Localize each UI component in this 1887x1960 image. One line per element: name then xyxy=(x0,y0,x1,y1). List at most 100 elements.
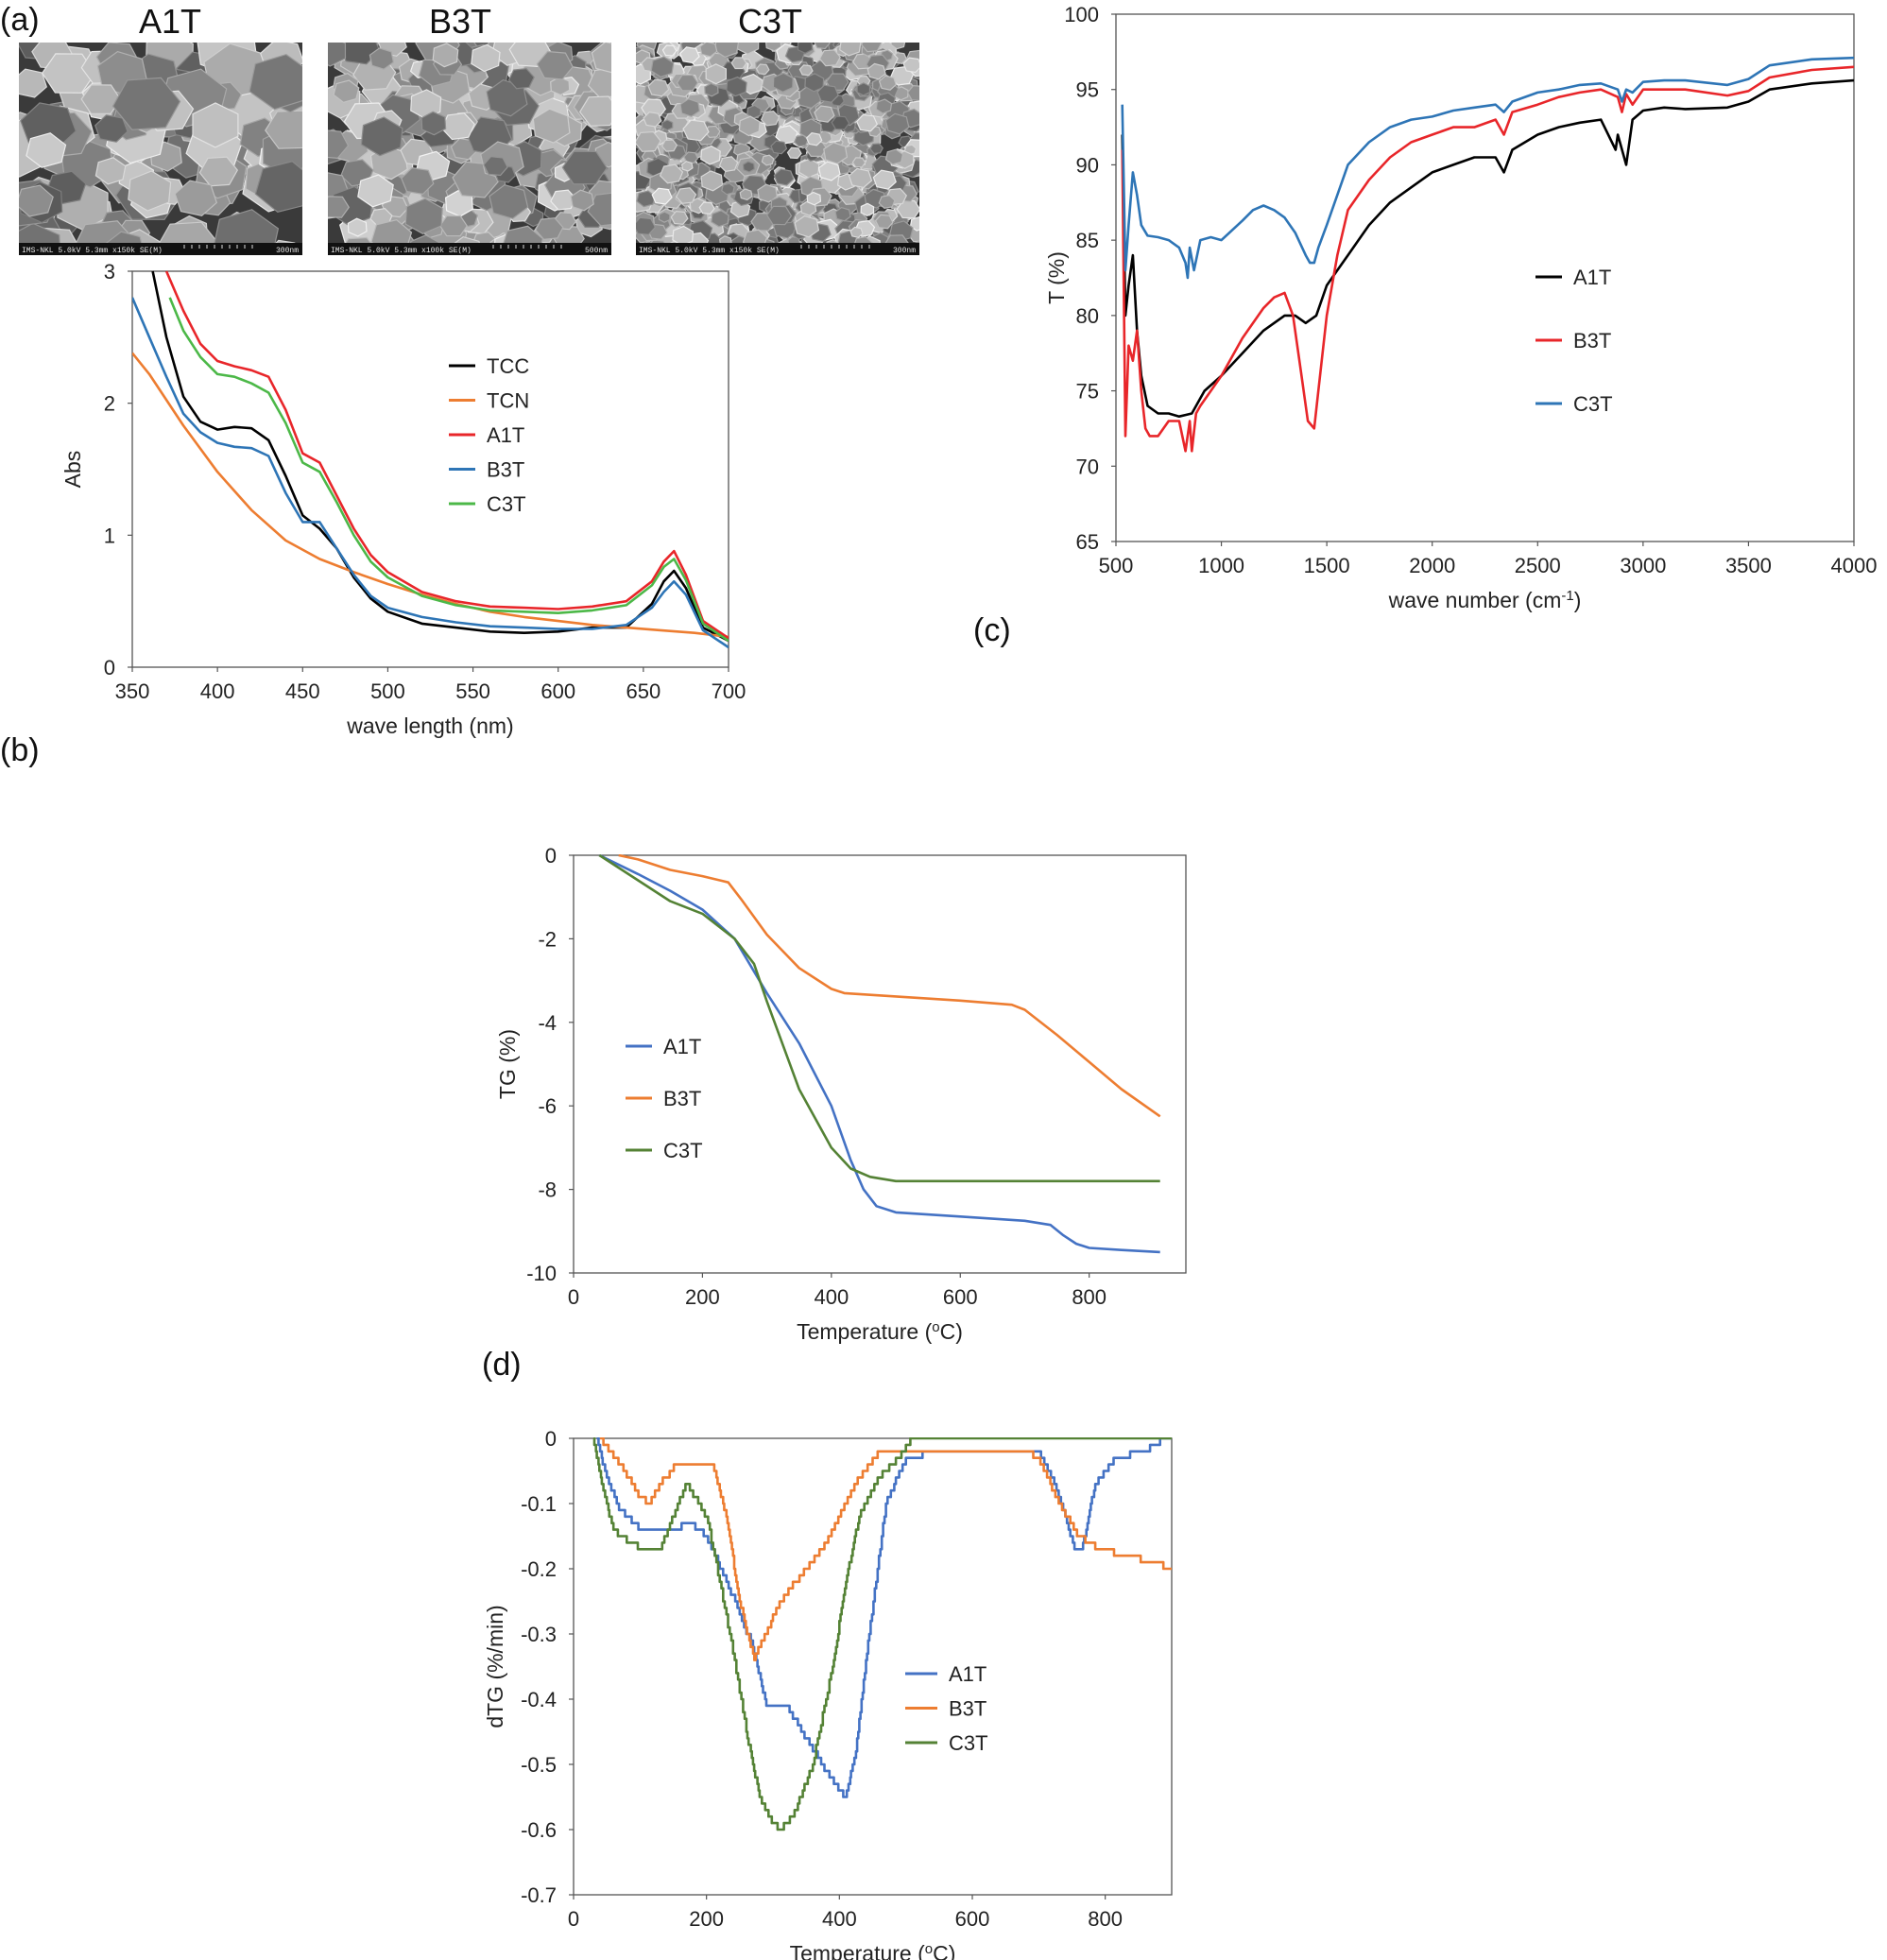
dtg-ytick-label: -0.5 xyxy=(521,1753,557,1777)
sem-grain xyxy=(806,191,822,206)
dtg-y-axis-title: dTG (%/min) xyxy=(483,1605,507,1728)
panel-label-a: (a) xyxy=(0,2,40,38)
tg-xtick-label: 200 xyxy=(685,1285,720,1309)
dtg-xtick-label: 200 xyxy=(689,1907,724,1931)
sem-grain xyxy=(700,145,721,165)
tg-ytick-label: 0 xyxy=(545,844,557,868)
sem-grain xyxy=(839,43,862,57)
sem-grain xyxy=(679,98,701,117)
sem-info-bar xyxy=(328,243,611,255)
sem-grain xyxy=(328,196,351,218)
uvvis-legend-label-tcn: TCN xyxy=(487,389,529,413)
uvvis-series-a1t xyxy=(164,270,729,640)
dtg-plot-frame xyxy=(573,1437,1173,1896)
panel-label-d: (d) xyxy=(482,1347,522,1383)
tg-xtick-label: 0 xyxy=(568,1285,579,1309)
dtg-xtick-label: 400 xyxy=(822,1907,857,1931)
sem-grain xyxy=(875,98,893,114)
sem-grain xyxy=(570,189,594,212)
sem-info-bar xyxy=(19,243,302,255)
sem-image-a1t: IMS-NKL 5.0kV 5.3mm x150k SE(M) 300nm xyxy=(19,43,302,255)
sem-grain xyxy=(866,62,886,80)
sem-grain xyxy=(698,201,715,215)
sem-grain xyxy=(658,211,671,223)
uvvis-ytick-label: 3 xyxy=(104,260,115,284)
sem-grain xyxy=(814,43,831,50)
sem-grain xyxy=(670,210,689,225)
tg-x-axis-title: Temperature (oC) xyxy=(797,1319,963,1345)
ftir-xtick-label: 2500 xyxy=(1515,554,1561,577)
sem-grain xyxy=(661,44,678,57)
sem-grain xyxy=(794,215,820,238)
sem-grain xyxy=(906,84,919,102)
ftir-ytick-label: 90 xyxy=(1076,153,1099,177)
uvvis-legend-label-b3t: B3T xyxy=(487,458,524,482)
sem-grain xyxy=(676,74,699,92)
sem-grain xyxy=(711,210,729,228)
sem-title-c3t: C3T xyxy=(738,2,802,41)
uvvis-ytick-label: 0 xyxy=(104,656,115,679)
sem-grain xyxy=(440,112,475,141)
sem-scale-label: 300nm xyxy=(893,247,916,255)
sem-grain xyxy=(730,57,747,70)
dtg-legend-label-c3t: C3T xyxy=(949,1731,988,1755)
sem-grain xyxy=(705,63,728,85)
sem-grain xyxy=(587,67,611,99)
sem-grain xyxy=(855,113,879,132)
sem-grain xyxy=(814,105,835,123)
sem-grain xyxy=(902,57,919,74)
dtg-x-axis-title: Temperature (oC) xyxy=(790,1941,956,1960)
ftir-y-axis-title: T (%) xyxy=(1044,251,1069,304)
sem-grain xyxy=(736,43,760,55)
sem-grain xyxy=(851,157,866,168)
tg-ytick-label: -4 xyxy=(538,1011,557,1035)
sem-grain xyxy=(94,114,129,143)
tg-ytick-label: -6 xyxy=(538,1094,557,1118)
panel-label-c: (c) xyxy=(973,612,1011,648)
ftir-series-b3t xyxy=(1121,65,1854,453)
sem-grain xyxy=(26,132,67,168)
sem-grain xyxy=(535,217,564,241)
uvvis-legend-label-c3t: C3T xyxy=(487,492,526,516)
sem-grain xyxy=(738,115,761,137)
sem-grain xyxy=(746,104,762,119)
sem-grain xyxy=(561,150,609,185)
dtg-legend-label-b3t: B3T xyxy=(949,1697,986,1721)
sem-grain xyxy=(401,166,435,196)
sem-grain xyxy=(849,226,864,238)
sem-grain xyxy=(489,183,529,219)
tg-series-b3t xyxy=(618,854,1161,1118)
ftir-plot-frame xyxy=(1115,13,1855,542)
sem-grain xyxy=(760,110,781,127)
sem-grain xyxy=(884,148,904,165)
sem-grain xyxy=(704,82,719,97)
ftir-xtick-label: 500 xyxy=(1099,554,1134,577)
uvvis-series-tcc xyxy=(151,270,729,643)
dtg-chart: 0 200 400 600 800 0 -0.1 -0.2 -0.3 -0.4 -0.5 -0.6 -0… xyxy=(483,1427,1173,1960)
uvvis-legend-label-a1t: A1T xyxy=(487,423,524,447)
sem-grain xyxy=(721,182,735,196)
ftir-x-axis-title: wave number (cm-1) xyxy=(1388,588,1582,613)
ftir-series-c3t xyxy=(1121,56,1854,280)
sem-grain xyxy=(650,56,675,78)
sem-grain xyxy=(254,161,302,213)
sem-grain xyxy=(834,206,851,222)
dtg-series-b3t xyxy=(600,1437,1172,1661)
sem-grain xyxy=(856,82,871,96)
ftir-ytick-label: 95 xyxy=(1076,78,1099,102)
uvvis-xtick-label: 500 xyxy=(370,679,405,703)
dtg-legend: A1T B3T C3T xyxy=(905,1662,988,1755)
sem-grain xyxy=(578,95,611,127)
sem-grain xyxy=(831,115,850,130)
sem-grain xyxy=(192,102,239,148)
ftir-xtick-label: 2000 xyxy=(1409,554,1455,577)
sem-grain xyxy=(765,43,782,52)
sem-grain xyxy=(761,154,775,166)
uvvis-xtick-label: 350 xyxy=(115,679,150,703)
ftir-legend-label-c3t: C3T xyxy=(1573,392,1613,416)
sem-grain xyxy=(636,216,657,235)
uvvis-legend: TCC TCN A1T B3T C3T xyxy=(449,354,529,516)
uvvis-x-axis-title: wave length (nm) xyxy=(346,714,513,738)
sem-caption: IMS-NKL 5.0kV 5.3mm x100k SE(M) xyxy=(331,247,472,255)
tg-series-c3t xyxy=(598,854,1160,1183)
